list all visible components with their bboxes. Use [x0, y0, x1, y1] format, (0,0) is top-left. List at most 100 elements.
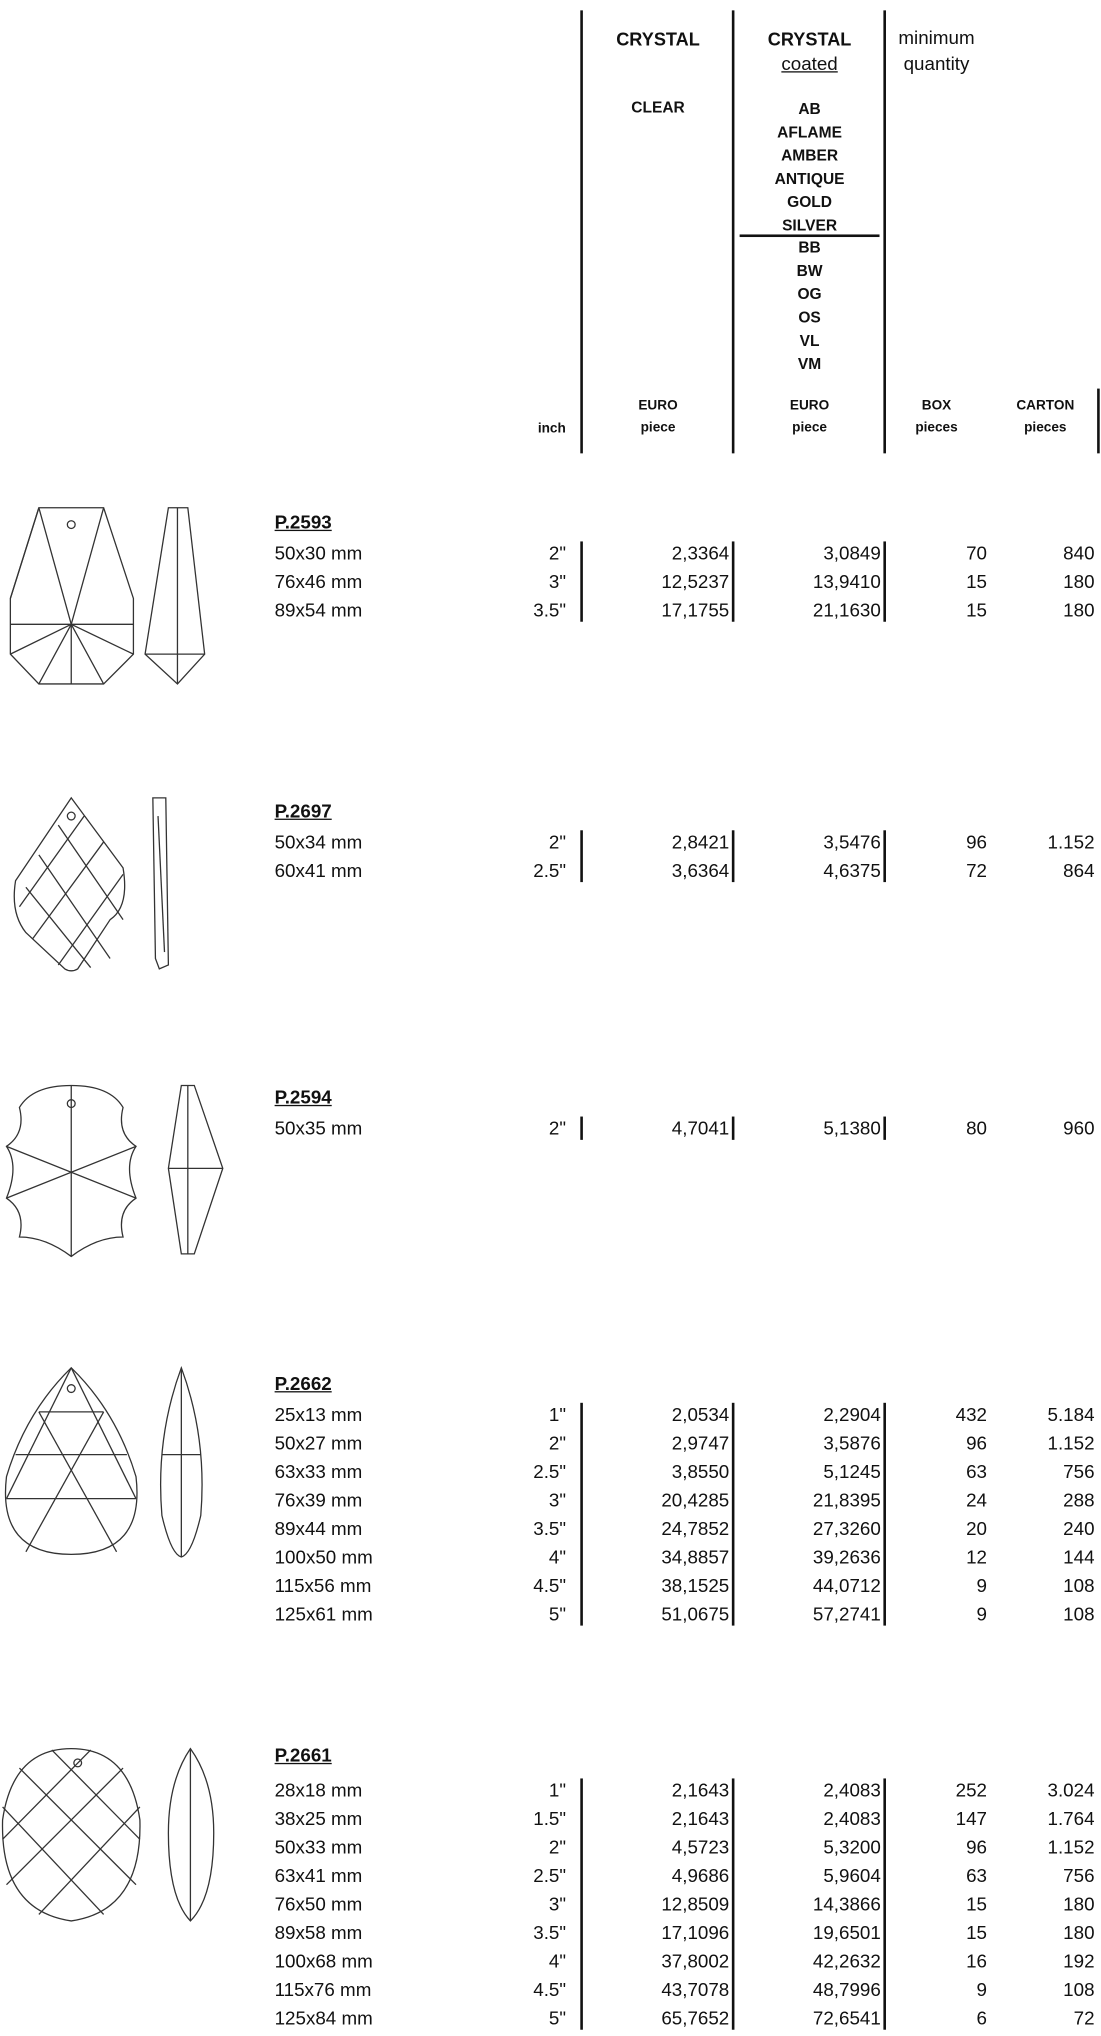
box-qty: 20: [966, 1519, 988, 1541]
price-clear: 4,5723: [671, 1838, 730, 1859]
product-code: P.2661: [274, 1746, 332, 1767]
price-clear: 2,9747: [671, 1433, 730, 1455]
price-clear: 38,1525: [661, 1576, 730, 1598]
box-qty: 16: [966, 1952, 988, 1973]
carton-qty: 108: [1063, 1980, 1095, 2002]
price-clear: 43,7078: [661, 1980, 730, 2002]
price-clear: 2,1643: [671, 1781, 730, 1802]
unit-label: pieces: [1024, 419, 1067, 436]
column-rule: [731, 10, 735, 454]
carton-qty: 144: [1063, 1547, 1095, 1569]
price-clear: 4,9686: [671, 1866, 730, 1888]
inch: 4.5": [533, 1980, 567, 2002]
column-title: quantity: [903, 54, 970, 76]
size: 100x50 mm: [274, 1547, 373, 1569]
row-rule: [883, 830, 886, 883]
price-clear: 3,8550: [671, 1462, 730, 1484]
box-qty: 12: [966, 1547, 988, 1569]
unit-label: pieces: [915, 419, 958, 436]
unit-label: CARTON: [1016, 397, 1075, 414]
row-rule: [883, 541, 886, 622]
box-qty: 9: [976, 1604, 988, 1626]
box-qty: 9: [976, 1980, 988, 2002]
finish: OG: [797, 284, 822, 304]
size: 89x44 mm: [274, 1519, 363, 1541]
inch: 4.5": [533, 1576, 567, 1598]
row-rule: [731, 1116, 735, 1140]
inch: 2": [548, 832, 567, 854]
column-title: CRYSTAL: [616, 28, 700, 50]
inch: 2.5": [533, 1462, 567, 1484]
size: 76x39 mm: [274, 1490, 363, 1512]
inch: 2": [548, 1838, 567, 1859]
price-coated: 44,0712: [812, 1576, 881, 1598]
row-rule: [580, 541, 583, 622]
price-coated: 3,0849: [823, 544, 881, 565]
price-coated: 5,3200: [823, 1838, 881, 1859]
carton-qty: 756: [1063, 1866, 1095, 1888]
box-qty: 9: [976, 1576, 988, 1598]
carton-qty: 180: [1063, 1923, 1095, 1945]
row-rule: [883, 1402, 886, 1626]
price-coated: 72,6541: [812, 2009, 881, 2030]
box-qty: 96: [966, 832, 988, 854]
carton-qty: 72: [1073, 2009, 1095, 2030]
price-clear: 4,7041: [671, 1119, 730, 1140]
finish: VM: [797, 354, 822, 374]
carton-qty: 180: [1063, 601, 1095, 622]
drawing-p2662: [4, 1365, 203, 1558]
finish: BB: [798, 238, 821, 257]
box-qty: 96: [966, 1838, 988, 1859]
box-qty: 80: [966, 1119, 988, 1140]
unit-label: piece: [792, 419, 827, 436]
price-coated: 21,1630: [812, 601, 881, 622]
box-qty: 63: [966, 1866, 988, 1888]
size: 63x41 mm: [274, 1866, 363, 1888]
price-clear: 3,6364: [671, 861, 730, 883]
carton-qty: 5.184: [1047, 1405, 1095, 1427]
price-coated: 42,2632: [812, 1952, 881, 1973]
unit-label: inch: [537, 420, 566, 437]
column-rule: [883, 10, 886, 454]
inch: 4": [548, 1952, 567, 1973]
unit-label: EURO: [638, 397, 678, 414]
column-rule: [580, 10, 583, 454]
price-coated: 39,2636: [812, 1547, 881, 1569]
price-coated: 13,9410: [812, 572, 881, 594]
inch: 2": [548, 1433, 567, 1455]
unit-label: piece: [640, 419, 676, 436]
size: 76x50 mm: [274, 1895, 363, 1916]
row-rule: [580, 1116, 583, 1140]
price-clear: 24,7852: [661, 1519, 730, 1541]
product-code: P.2662: [274, 1374, 332, 1396]
price-clear: 34,8857: [661, 1547, 730, 1569]
price-coated: 2,4083: [823, 1809, 881, 1831]
inch: 2": [548, 1119, 567, 1140]
inch: 3": [548, 1895, 567, 1916]
price-clear: 2,1643: [671, 1809, 730, 1831]
carton-qty: 1.152: [1047, 832, 1095, 854]
price-coated: 14,3866: [812, 1895, 881, 1916]
box-qty: 432: [955, 1405, 988, 1427]
box-qty: 72: [966, 861, 988, 883]
carton-qty: 288: [1063, 1490, 1095, 1512]
inch: 5": [548, 1604, 567, 1626]
price-coated: 3,5876: [823, 1433, 881, 1455]
column-title: minimum: [898, 28, 975, 50]
carton-qty: 840: [1063, 544, 1095, 565]
box-qty: 24: [966, 1490, 988, 1512]
inch: 3": [548, 1490, 567, 1512]
carton-qty: 240: [1063, 1519, 1095, 1541]
price-coated: 21,8395: [812, 1490, 881, 1512]
finish-divider: [739, 234, 880, 237]
column-variant: CLEAR: [631, 98, 685, 117]
size: 50x35 mm: [274, 1119, 363, 1140]
finish: AB: [798, 99, 821, 118]
carton-qty: 108: [1063, 1576, 1095, 1598]
price-clear: 2,0534: [671, 1405, 730, 1427]
box-qty: 15: [966, 1923, 988, 1945]
price-coated: 57,2741: [812, 1604, 881, 1626]
box-qty: 15: [966, 1895, 988, 1916]
carton-qty: 960: [1063, 1119, 1095, 1140]
price-clear: 12,5237: [661, 572, 730, 594]
